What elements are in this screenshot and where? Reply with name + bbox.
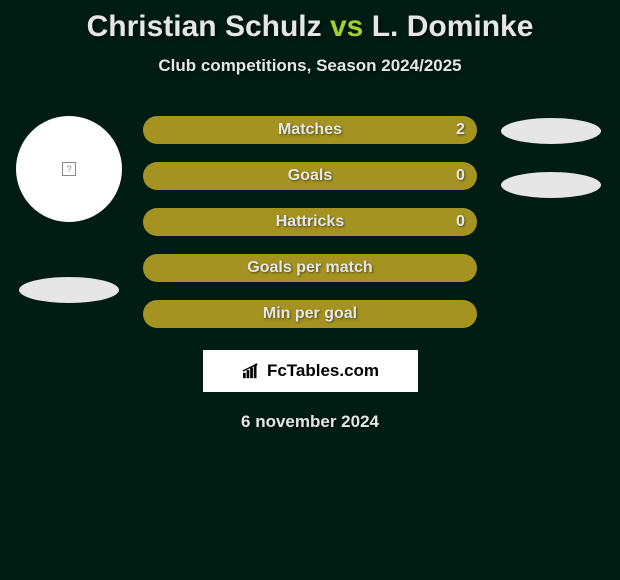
player2-shadow-1 <box>501 118 601 144</box>
title-player1: Christian Schulz <box>87 10 322 43</box>
stat-label: Min per goal <box>263 305 357 323</box>
stat-label: Goals <box>288 167 332 185</box>
stat-label: Matches <box>278 121 342 139</box>
stat-right-value: 0 <box>456 167 465 185</box>
stat-right-value: 0 <box>456 213 465 231</box>
title-player2: L. Dominke <box>372 10 534 43</box>
stat-bar-matches: Matches 2 <box>143 116 477 144</box>
main-content: ? Matches 2 Goals 0 Hattricks 0 Goals pe… <box>5 116 615 328</box>
player1-shadow <box>19 277 119 303</box>
comparison-title: Christian Schulz vs L. Dominke <box>5 10 615 44</box>
stat-bar-goals: Goals 0 <box>143 162 477 190</box>
date-text: 6 november 2024 <box>5 412 615 432</box>
stat-bar-goals-per-match: Goals per match <box>143 254 477 282</box>
chart-icon <box>241 362 263 380</box>
brand-suffix: Tables.com <box>287 361 379 380</box>
stat-label: Hattricks <box>276 213 344 231</box>
stat-bar-hattricks: Hattricks 0 <box>143 208 477 236</box>
avatar-placeholder-icon: ? <box>62 162 76 176</box>
brand-text: FcTables.com <box>267 361 379 381</box>
brand-prefix: Fc <box>267 361 287 380</box>
left-avatar-column: ? <box>15 116 123 303</box>
stat-bar-min-per-goal: Min per goal <box>143 300 477 328</box>
right-avatar-column <box>497 116 605 198</box>
branding-badge: FcTables.com <box>203 350 418 392</box>
player2-shadow-2 <box>501 172 601 198</box>
subtitle: Club competitions, Season 2024/2025 <box>5 56 615 76</box>
stat-label: Goals per match <box>247 259 372 277</box>
stats-column: Matches 2 Goals 0 Hattricks 0 Goals per … <box>143 116 477 328</box>
stat-right-value: 2 <box>456 121 465 139</box>
player1-avatar: ? <box>16 116 122 222</box>
title-vs: vs <box>330 10 363 43</box>
